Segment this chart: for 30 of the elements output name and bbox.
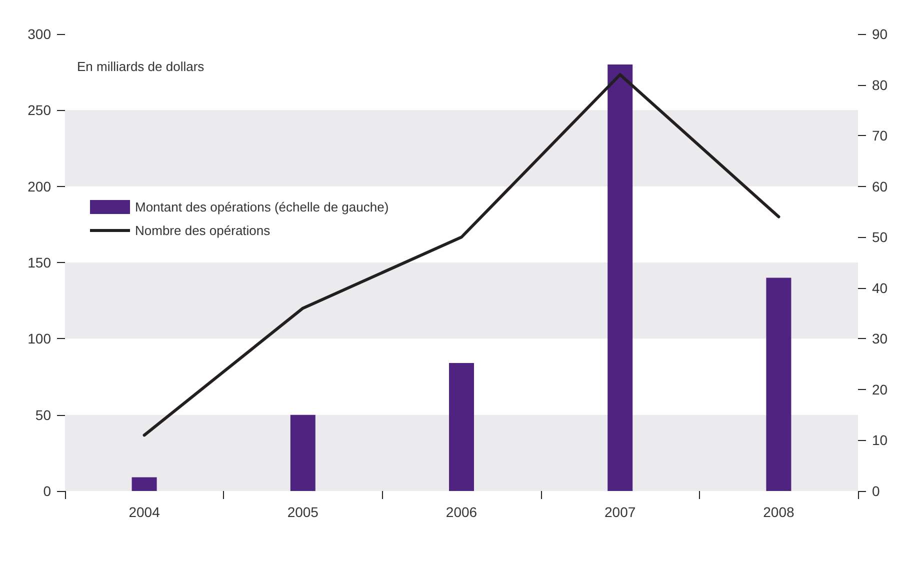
x-tick-label: 2004 [128, 504, 160, 520]
y2-tick-label: 0 [872, 483, 880, 499]
x-tick-label: 2006 [446, 504, 478, 520]
y-tick-label: 150 [28, 254, 52, 270]
y-tick-label: 0 [43, 483, 52, 499]
y2-tick-label: 30 [872, 330, 888, 347]
y2-tick-label: 20 [872, 381, 888, 398]
y2-tick-label: 80 [872, 76, 888, 93]
bar [608, 64, 633, 491]
y-tick-label: 300 [28, 26, 52, 42]
x-tick-label: 2007 [604, 504, 636, 520]
bar [290, 414, 316, 491]
y2-tick-label: 50 [872, 229, 888, 246]
y2-tick-label: 10 [872, 432, 888, 448]
bar [449, 363, 474, 491]
y-tick-label: 200 [28, 178, 52, 194]
y2-tick-label: 40 [872, 280, 888, 296]
x-tick-label: 2005 [287, 504, 319, 520]
legend-label: Montant des opérations (échelle de gauche) [135, 200, 389, 214]
y-tick-label: 250 [28, 102, 52, 118]
y-tick-label: 100 [28, 330, 52, 347]
y2-tick-label: 60 [872, 178, 888, 194]
y-axis-title: En milliards de dollars [77, 59, 205, 74]
legend-label: Nombre des opérations [135, 223, 271, 238]
y-tick-label: 50 [35, 406, 52, 423]
bar [766, 278, 792, 491]
y2-tick-label: 90 [872, 26, 888, 42]
x-tick-label: 2008 [763, 504, 794, 520]
y2-tick-label: 70 [872, 128, 888, 144]
bar [132, 477, 157, 491]
